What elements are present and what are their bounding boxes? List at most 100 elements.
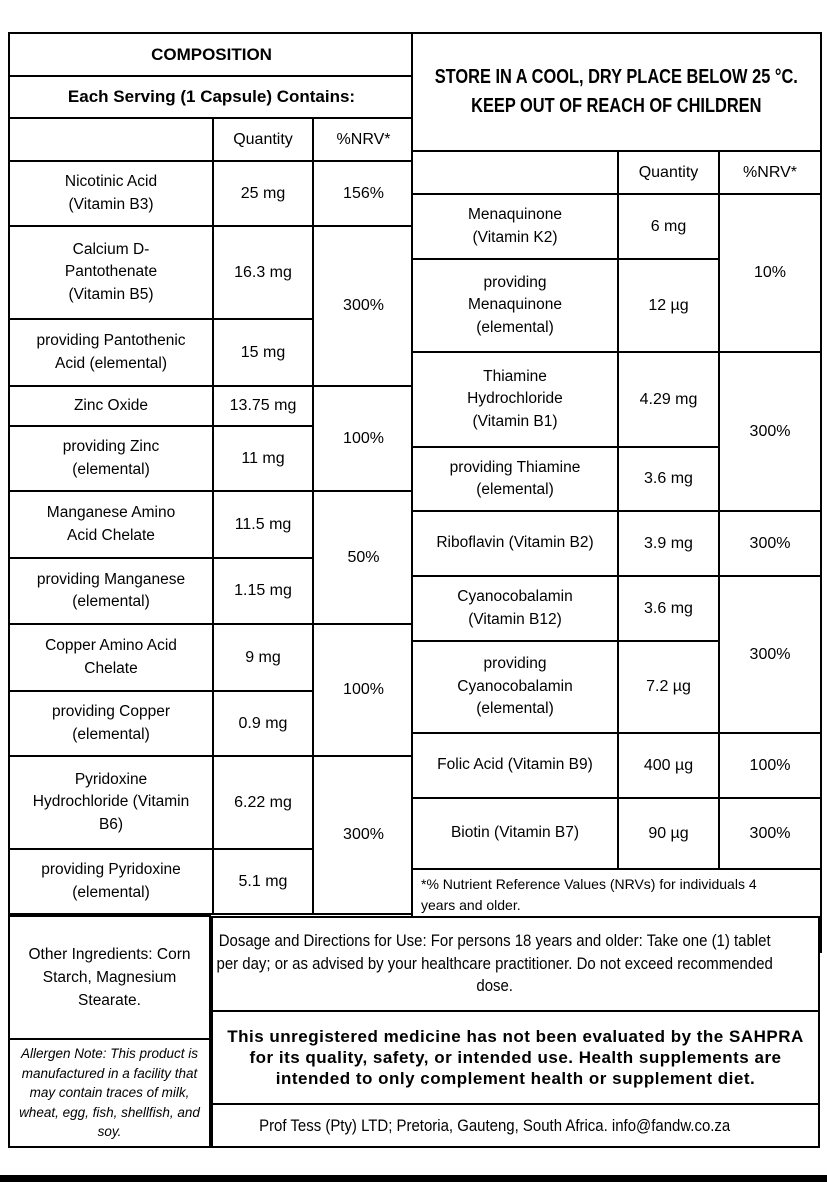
ingredient-row: Pyridoxine Hydrochloride (Vitamin B6) 6.…: [8, 755, 416, 915]
ingredient-name: Zinc Oxide: [8, 385, 214, 427]
ingredient-name: Pyridoxine Hydrochloride (Vitamin B6): [8, 755, 214, 850]
ingredient-quantity: 16.3 mg: [212, 225, 314, 320]
storage-warning-text: STORE IN A COOL, DRY PLACE BELOW 25 °C. …: [434, 66, 799, 117]
ingredient-row: Biotin (Vitamin B7) 90 µg 300%: [411, 797, 823, 870]
ingredient-name: Manganese Amino Acid Chelate: [8, 490, 214, 559]
ingredient-quantity: 6.22 mg: [212, 755, 314, 850]
ingredient-name: providing Pyridoxine (elemental): [8, 848, 214, 915]
ingredient-row: Manganese Amino Acid Chelate 11.5 mg 50%: [8, 490, 416, 625]
ingredient-row: Menaquinone (Vitamin K2) 6 mg 10%: [411, 193, 823, 353]
nrv-footnote-row: *% Nutrient Reference Values (NRVs) for …: [410, 868, 823, 922]
ingredient-nrv: 300%: [717, 351, 823, 512]
ingredient-nrv: 10%: [717, 193, 823, 353]
ingredient-name: Riboflavin (Vitamin B2): [411, 510, 619, 577]
storage-and-vitamins-table: STORE IN A COOL, DRY PLACE BELOW 25 °C. …: [410, 32, 823, 953]
ingredient-name: Copper Amino Acid Chelate: [8, 623, 214, 692]
ingredient-row: providing Pantothenic Acid (elemental) 1…: [8, 318, 414, 387]
ingredient-nrv: 100%: [717, 732, 823, 799]
ingredient-row: providing Cyanocobalamin (elemental) 7.2…: [411, 640, 821, 734]
ingredient-quantity: 9 mg: [212, 623, 314, 692]
ingredient-quantity: 11 mg: [212, 425, 314, 492]
ingredient-col-header: [411, 150, 619, 195]
ingredient-name: Menaquinone (Vitamin K2): [411, 193, 619, 260]
ingredient-row: Folic Acid (Vitamin B9) 400 µg 100%: [411, 732, 823, 799]
ingredient-nrv: 300%: [311, 225, 416, 387]
ingredient-nrv: 50%: [311, 490, 416, 625]
ingredient-name: providing Zinc (elemental): [8, 425, 214, 492]
storage-warning-row: STORE IN A COOL, DRY PLACE BELOW 25 °C. …: [410, 32, 823, 152]
ingredient-row: Calcium D- Pantothenate (Vitamin B5) 16.…: [8, 225, 416, 387]
nrv-col-header: %NRV*: [717, 150, 823, 195]
ingredient-row: Nicotinic Acid (Vitamin B3) 25 mg 156%: [8, 160, 416, 227]
ingredient-name: Folic Acid (Vitamin B9): [411, 732, 619, 799]
ingredient-quantity: 3.6 mg: [617, 575, 720, 642]
ingredient-quantity: 400 µg: [617, 732, 720, 799]
composition-table: COMPOSITION Each Serving (1 Capsule) Con…: [7, 32, 416, 915]
ingredient-name: providing Manganese (elemental): [8, 557, 214, 625]
bottom-divider-bar: [0, 1175, 827, 1182]
quantity-col-header: Quantity: [212, 117, 314, 162]
ingredient-name: Nicotinic Acid (Vitamin B3): [8, 160, 214, 227]
ingredient-col-header: [8, 117, 214, 162]
ingredient-nrv: 100%: [311, 623, 416, 757]
dosage-directions: Dosage and Directions for Use: For perso…: [213, 918, 818, 1012]
ingredient-quantity: 3.9 mg: [617, 510, 720, 577]
ingredient-quantity: 6 mg: [617, 193, 720, 260]
ingredient-row: providing Zinc (elemental) 11 mg: [8, 425, 414, 492]
ingredient-row: Thiamine Hydrochloride (Vitamin B1) 4.29…: [411, 351, 823, 512]
ingredient-quantity: 7.2 µg: [617, 640, 720, 734]
sahpra-warning: This unregistered medicine has not been …: [213, 1012, 818, 1105]
ingredient-quantity: 4.29 mg: [617, 351, 720, 448]
ingredient-nrv: 156%: [311, 160, 416, 227]
ingredient-name: providing Copper (elemental): [8, 690, 214, 757]
ingredient-quantity: 15 mg: [212, 318, 314, 387]
ingredient-row: Copper Amino Acid Chelate 9 mg 100%: [8, 623, 416, 757]
ingredient-row: providing Thiamine (elemental) 3.6 mg: [411, 446, 821, 512]
composition-header-row: COMPOSITION: [7, 32, 416, 77]
storage-warning: STORE IN A COOL, DRY PLACE BELOW 25 °C. …: [410, 32, 823, 152]
ingredient-row: Zinc Oxide 13.75 mg 100%: [8, 385, 416, 492]
quantity-col-header: Quantity: [617, 150, 720, 195]
ingredient-name: providing Menaquinone (elemental): [411, 258, 619, 353]
ingredient-nrv: 300%: [717, 797, 823, 870]
ingredient-nrv: 300%: [717, 575, 823, 734]
ingredient-row: providing Menaquinone (elemental) 12 µg: [411, 258, 821, 353]
ingredient-quantity: 1.15 mg: [212, 557, 314, 625]
ingredient-quantity: 3.6 mg: [617, 446, 720, 512]
ingredient-name: providing Thiamine (elemental): [411, 446, 619, 512]
ingredient-nrv: 100%: [311, 385, 416, 492]
ingredient-name: Biotin (Vitamin B7): [411, 797, 619, 870]
ingredient-nrv: 300%: [717, 510, 823, 577]
allergen-note: Allergen Note: This product is manufactu…: [19, 1046, 200, 1140]
ingredient-name: Thiamine Hydrochloride (Vitamin B1): [411, 351, 619, 448]
ingredient-row: providing Pyridoxine (elemental) 5.1 mg: [8, 848, 414, 915]
manufacturer-line: Prof Tess (Pty) LTD; Pretoria, Gauteng, …: [213, 1105, 818, 1146]
ingredients-allergen-box: Other Ingredients: Corn Starch, Magnesiu…: [8, 915, 211, 1148]
nrv-footnote: *% Nutrient Reference Values (NRVs) for …: [410, 868, 823, 922]
ingredient-quantity: 13.75 mg: [212, 385, 314, 427]
other-ingredients: Other Ingredients: Corn Starch, Magnesiu…: [10, 917, 209, 1040]
ingredient-quantity: 25 mg: [212, 160, 314, 227]
serving-line: Each Serving (1 Capsule) Contains:: [7, 75, 416, 119]
directions-box: Dosage and Directions for Use: For perso…: [211, 916, 820, 1148]
dosage-directions-text: Dosage and Directions for Use: For perso…: [216, 930, 773, 996]
ingredient-name: providing Cyanocobalamin (elemental): [411, 640, 619, 734]
serving-header-row: Each Serving (1 Capsule) Contains:: [7, 75, 416, 119]
column-header-row: Quantity %NRV*: [8, 117, 416, 162]
composition-title: COMPOSITION: [7, 32, 416, 77]
ingredient-row: providing Copper (elemental) 0.9 mg: [8, 690, 414, 757]
ingredient-quantity: 11.5 mg: [212, 490, 314, 559]
ingredient-row: Cyanocobalamin (Vitamin B12) 3.6 mg 300%: [411, 575, 823, 734]
ingredient-quantity: 0.9 mg: [212, 690, 314, 757]
ingredient-quantity: 5.1 mg: [212, 848, 314, 915]
nrv-col-header: %NRV*: [311, 117, 416, 162]
ingredient-quantity: 12 µg: [617, 258, 720, 353]
ingredient-row: Riboflavin (Vitamin B2) 3.9 mg 300%: [411, 510, 823, 577]
ingredient-row: providing Manganese (elemental) 1.15 mg: [8, 557, 414, 625]
ingredient-name: providing Pantothenic Acid (elemental): [8, 318, 214, 387]
ingredient-quantity: 90 µg: [617, 797, 720, 870]
ingredient-name: Cyanocobalamin (Vitamin B12): [411, 575, 619, 642]
ingredient-nrv: 300%: [311, 755, 416, 915]
manufacturer-text: Prof Tess (Pty) LTD; Pretoria, Gauteng, …: [258, 1115, 730, 1135]
